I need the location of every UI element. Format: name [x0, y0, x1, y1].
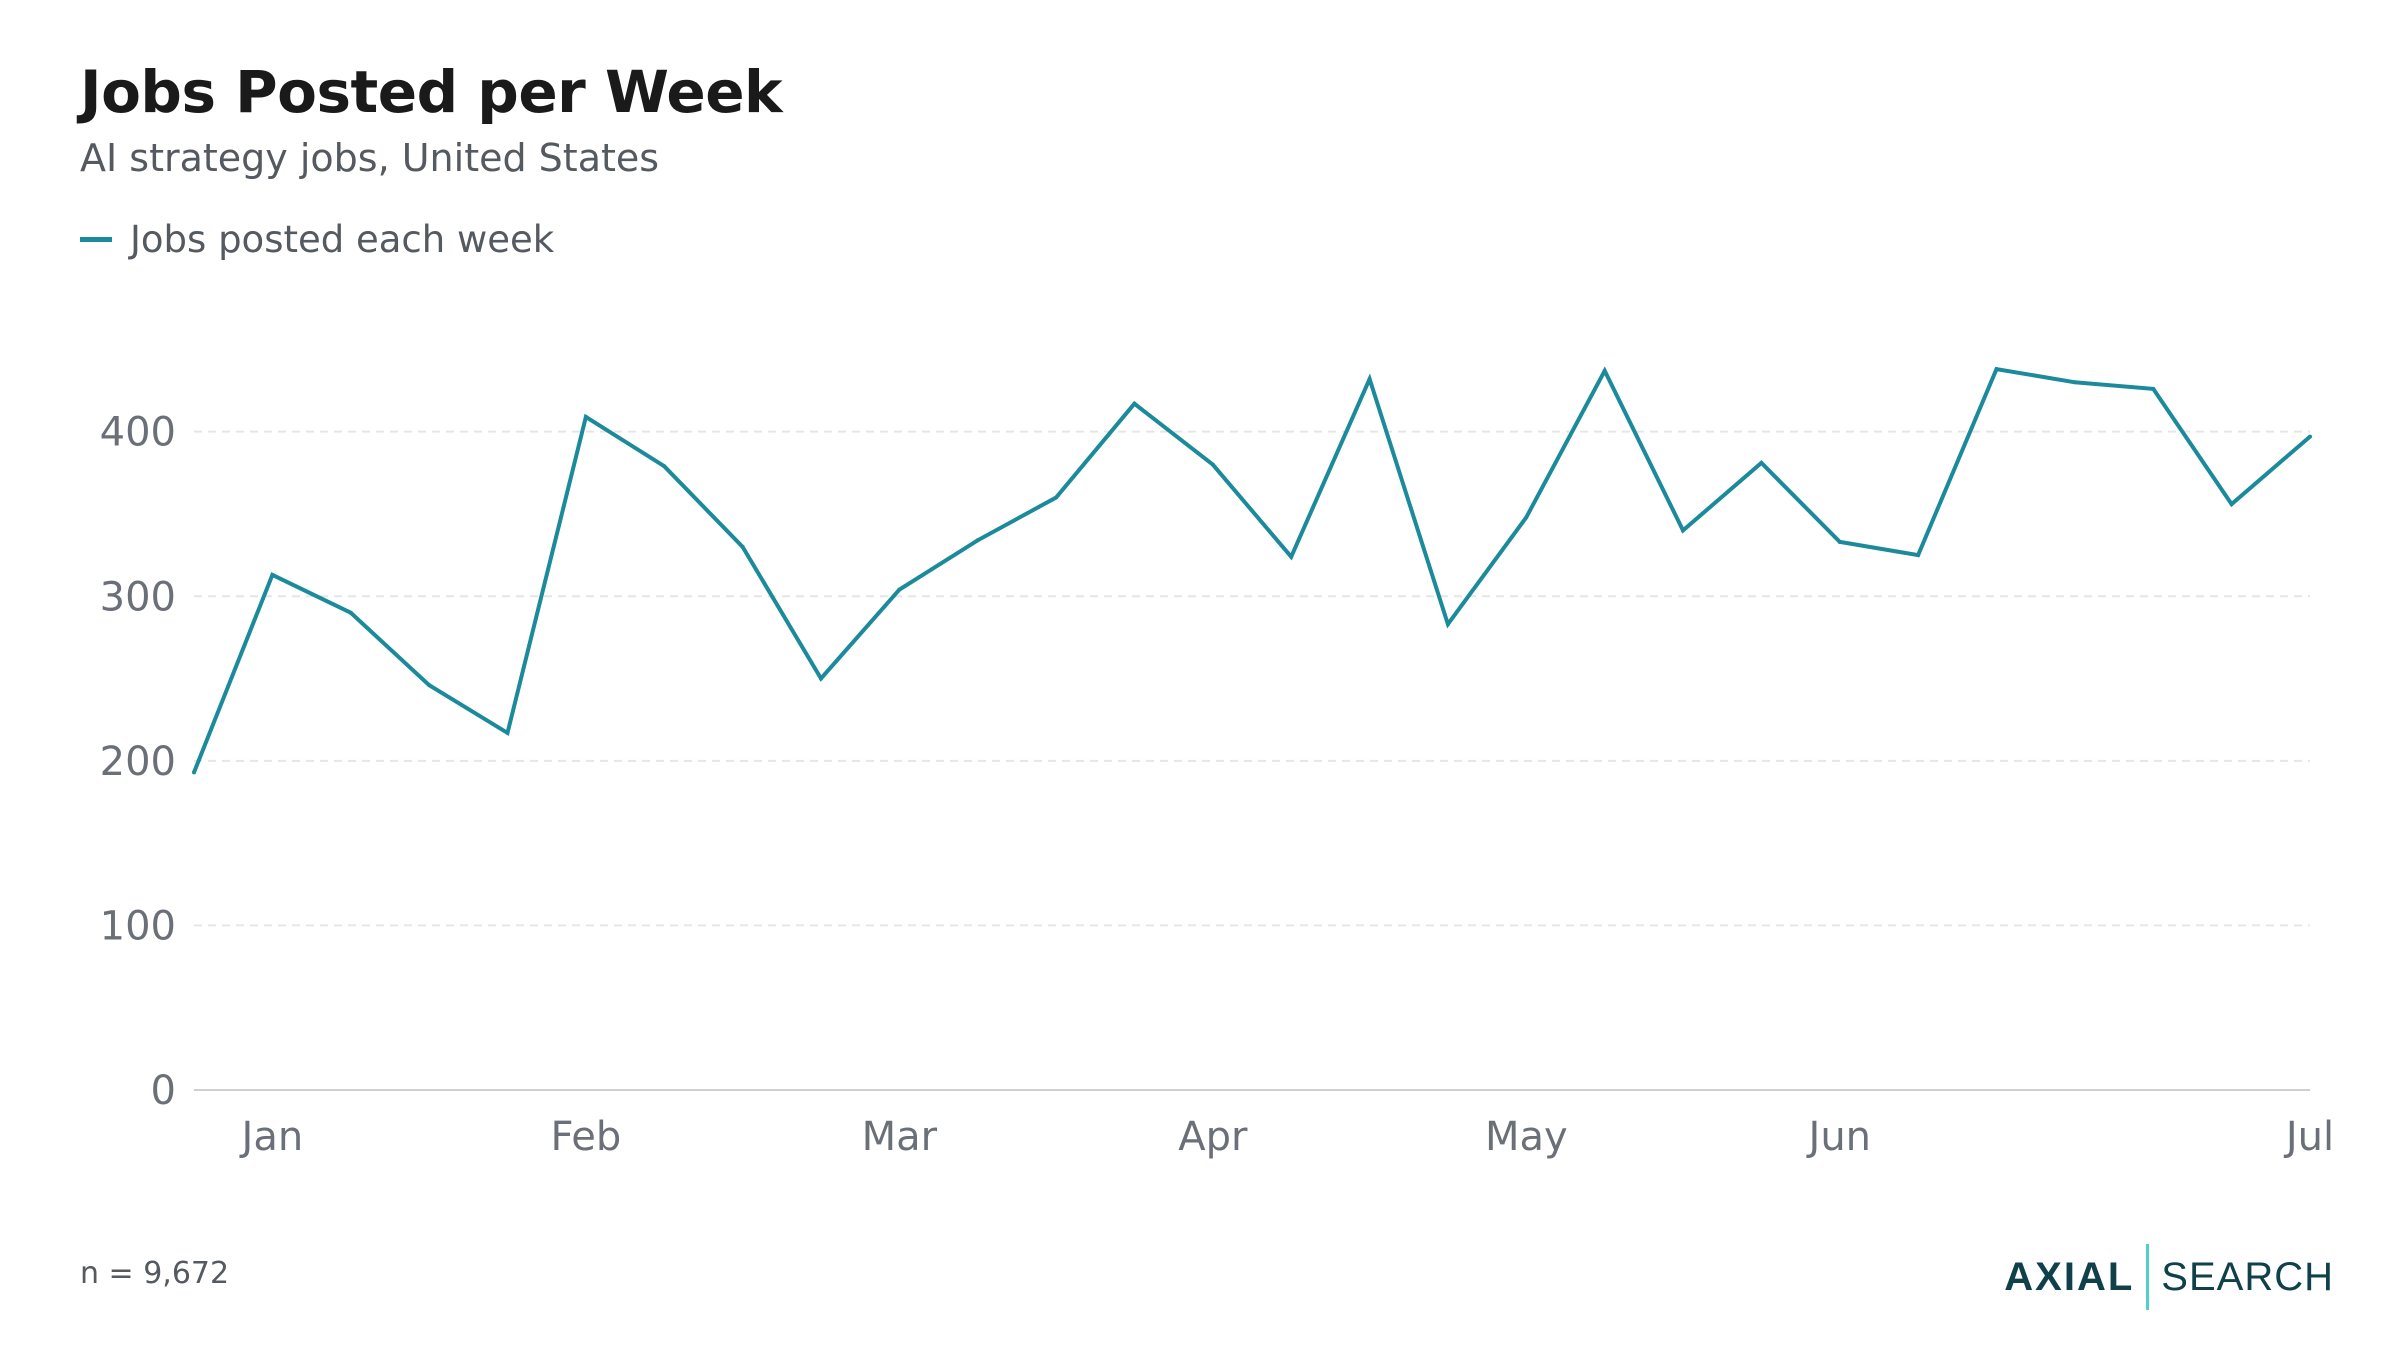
data-point — [1445, 622, 1450, 627]
data-point — [192, 770, 196, 775]
legend: Jobs posted each week — [80, 218, 554, 261]
data-point — [1759, 460, 1764, 465]
y-tick-label: 100 — [100, 903, 176, 949]
y-axis-ticks: 0 100 200 300 400 — [100, 410, 176, 1114]
data-point — [1132, 401, 1137, 406]
data-point — [2308, 434, 2312, 439]
brand-logo: AXIAL SEARCH — [2004, 1244, 2334, 1310]
x-tick-label: Jul — [2283, 1114, 2334, 1160]
data-point — [1681, 528, 1686, 533]
data-point — [2072, 380, 2077, 385]
data-point — [2229, 502, 2234, 507]
data-point — [1289, 554, 1294, 559]
x-tick-label: Mar — [862, 1114, 938, 1160]
data-point — [1602, 368, 1607, 373]
data-point — [1994, 367, 1999, 372]
chart-title: Jobs Posted per Week — [80, 58, 783, 126]
data-point — [1054, 495, 1059, 500]
x-tick-label: Feb — [550, 1114, 621, 1160]
data-point — [818, 676, 823, 681]
data-point — [662, 464, 667, 469]
data-point — [897, 587, 902, 592]
x-tick-label: May — [1485, 1114, 1568, 1160]
data-point — [348, 610, 353, 615]
y-tick-label: 400 — [100, 410, 176, 456]
series-line — [192, 366, 2312, 774]
chart-subtitle: AI strategy jobs, United States — [80, 136, 660, 180]
data-point — [1837, 539, 1842, 544]
y-tick-label: 300 — [100, 574, 176, 620]
y-tick-label: 200 — [100, 739, 176, 785]
data-point — [1210, 462, 1215, 467]
legend-swatch — [80, 237, 112, 242]
data-point — [740, 544, 745, 549]
y-tick-label: 0 — [151, 1068, 176, 1114]
data-point — [1367, 377, 1372, 381]
brand-logo-mark: AXIAL — [2004, 1254, 2135, 1299]
x-tick-label: Jan — [239, 1114, 304, 1160]
x-tick-label: Apr — [1178, 1114, 1248, 1160]
legend-label: Jobs posted each week — [130, 218, 555, 261]
brand-wordmark: SEARCH — [2161, 1254, 2334, 1299]
data-point — [583, 414, 588, 419]
data-point — [1916, 553, 1921, 558]
data-point — [1524, 515, 1529, 520]
grid-lines — [194, 430, 2310, 1091]
data-point — [2151, 386, 2156, 391]
series-layer — [192, 366, 2312, 775]
data-point — [505, 730, 510, 735]
data-point — [270, 572, 275, 577]
data-point — [975, 538, 980, 543]
brand-divider — [2146, 1244, 2150, 1310]
x-tick-label: Jun — [1806, 1114, 1872, 1160]
x-axis-ticks: Jan Feb Mar Apr May Jun Jul — [239, 1114, 2335, 1160]
data-point — [427, 683, 432, 688]
sample-size-note: n = 9,672 — [80, 1256, 230, 1291]
